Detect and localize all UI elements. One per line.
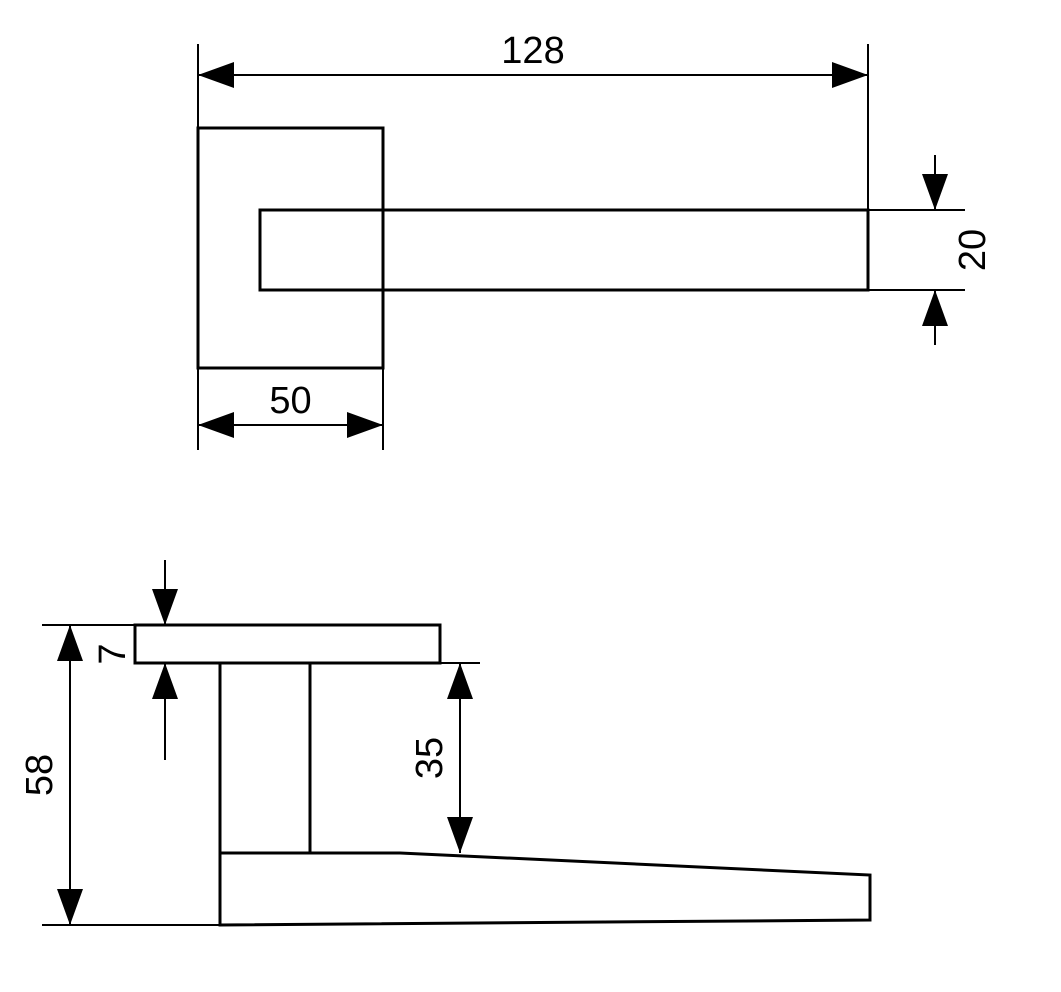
dim-35-label: 35 <box>409 737 451 779</box>
dim-50-label: 50 <box>269 380 311 422</box>
dim-7-label: 7 <box>92 643 134 664</box>
dim-128-label: 128 <box>501 30 564 72</box>
dim-58-label: 58 <box>19 754 61 796</box>
dim-20-label: 20 <box>952 229 994 271</box>
technical-drawing: 128 50 20 58 7 35 <box>0 0 1061 992</box>
